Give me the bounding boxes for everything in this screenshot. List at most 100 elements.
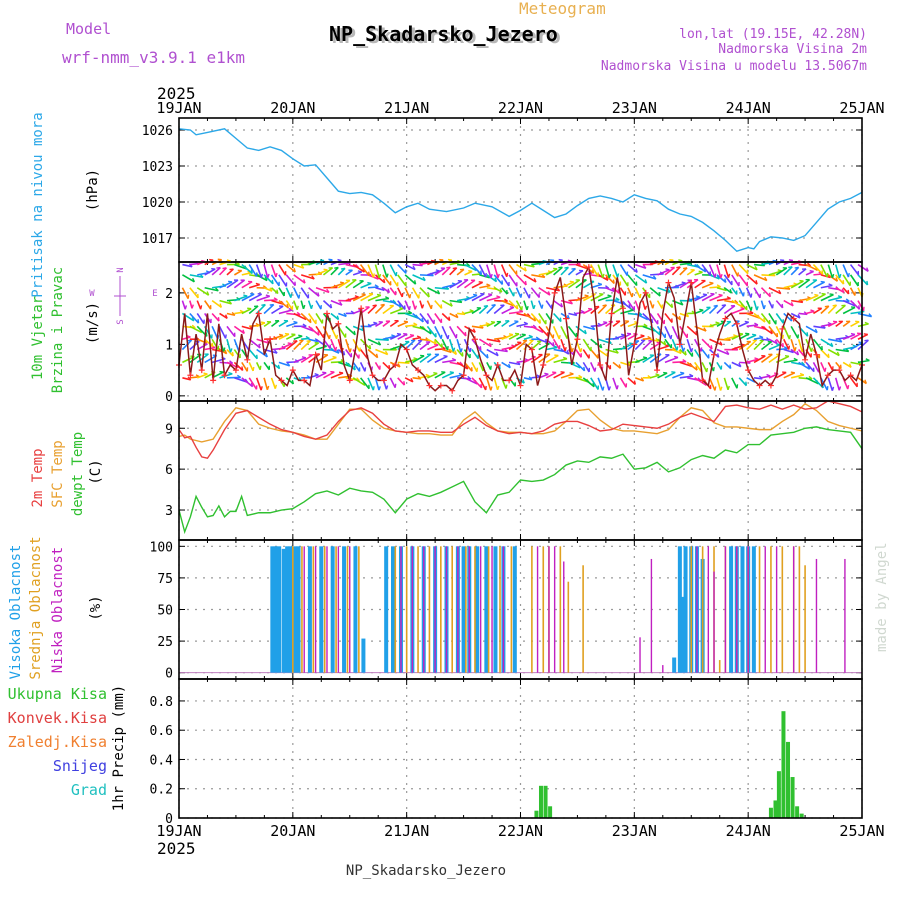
wind-vector-head [763, 318, 766, 323]
wind-vector [419, 274, 434, 277]
wind-vector-head [790, 301, 794, 307]
wind-vector-head [336, 315, 340, 320]
wind-vector [612, 320, 621, 327]
wind-vector [672, 282, 686, 289]
wind-vector-head [480, 383, 483, 388]
wind-vector [694, 271, 703, 276]
wind-vector-head [434, 343, 439, 346]
wind-vector-head [562, 356, 568, 360]
wind-vector-head [587, 307, 593, 310]
wind-vector-head [737, 272, 740, 277]
low-cloud-bar [303, 546, 305, 673]
wind-vector [367, 377, 375, 391]
wind-vector [501, 299, 514, 307]
wind-vector-head [260, 386, 263, 391]
wind-vector [471, 293, 485, 302]
wind-vector-head [793, 357, 798, 361]
bottom-tick-label: 21JAN [384, 822, 429, 840]
wind-vector [731, 264, 739, 277]
low-cloud-bar [553, 546, 556, 673]
wind-vector [693, 349, 701, 359]
mid-cloud-bar [335, 546, 337, 673]
wind-vector [270, 264, 277, 278]
wind-vector [352, 280, 364, 289]
wind-vector [359, 349, 369, 360]
wind-vector [835, 304, 846, 315]
wind-vector [463, 361, 473, 372]
wind-vector [857, 263, 869, 272]
bottom-tick-label: 19JAN [156, 822, 201, 840]
wind-vector-head [373, 321, 378, 325]
wind-vector-head [483, 304, 488, 307]
wind-vector [508, 264, 518, 276]
ytick-label: 0.6 [150, 724, 173, 739]
gust-marker [574, 336, 581, 343]
wind-vector-head [714, 273, 717, 278]
wind-vector [686, 278, 699, 289]
wind-vector [427, 372, 438, 379]
wind-vector [776, 286, 791, 290]
wind-vector [582, 349, 590, 359]
wind-vector [219, 361, 233, 365]
wind-vector [293, 335, 303, 340]
wind-vector [278, 342, 292, 351]
gust-marker [403, 346, 410, 353]
wind-vector-head [521, 333, 526, 336]
wind-vector-head [255, 282, 260, 286]
gust-marker [187, 372, 194, 379]
wind-vector-head [496, 385, 500, 391]
wind-vector-head [336, 349, 340, 354]
wind-vector [820, 264, 828, 278]
wind-vector [248, 362, 254, 372]
wind-vector-head [831, 386, 835, 391]
wind-vector [456, 361, 469, 370]
wind-vector [761, 325, 773, 335]
wind-vector [761, 274, 776, 277]
wind-vector [389, 307, 404, 315]
wind-vector-head [608, 386, 611, 391]
wind-vector [457, 377, 471, 380]
wind-vector [219, 281, 233, 289]
wind-vector [805, 325, 818, 334]
wind-vector-head [607, 294, 612, 297]
precip-total-bar [538, 785, 543, 818]
wind-vector [597, 321, 608, 328]
wind-vector [568, 312, 578, 317]
high-cloud-bar [751, 546, 756, 673]
gust-marker [642, 289, 649, 296]
gust-marker [585, 264, 592, 271]
wind-vector [560, 373, 574, 379]
wind-vector-head [726, 350, 730, 355]
wind-vector-head [678, 349, 682, 354]
wind-vector-head [788, 266, 793, 269]
wind-vector [716, 297, 731, 302]
wind-vector [530, 287, 540, 299]
wind-vector [441, 312, 451, 322]
wind-vector [300, 325, 314, 332]
wind-vector-head [866, 280, 869, 286]
wind-vector [575, 270, 584, 276]
wind-vector [442, 359, 456, 364]
wind-vector-head [447, 334, 450, 340]
wind-vector [642, 354, 655, 364]
wind-vector [783, 338, 790, 350]
wind-vector-head [300, 264, 305, 269]
low-cloud-bar [502, 546, 505, 673]
wind-gust-markers [176, 264, 865, 394]
wind-vector-head [353, 330, 356, 335]
gust-marker [733, 320, 740, 327]
wind-vector-head [357, 270, 362, 273]
wind-vector-head [814, 293, 819, 297]
wind-vector-head [421, 317, 424, 323]
wind-vector [427, 287, 440, 295]
precip-total-bar [786, 741, 791, 818]
gust-marker [323, 310, 330, 317]
wind-vector [211, 338, 219, 351]
wind-vector-head [250, 382, 254, 387]
wind-vector [471, 377, 483, 389]
wind-vector-head [667, 288, 671, 293]
low-cloud-bar [314, 546, 317, 673]
wind-vector-head [808, 375, 813, 380]
wind-vector [515, 300, 523, 311]
wind-vector [590, 264, 599, 277]
